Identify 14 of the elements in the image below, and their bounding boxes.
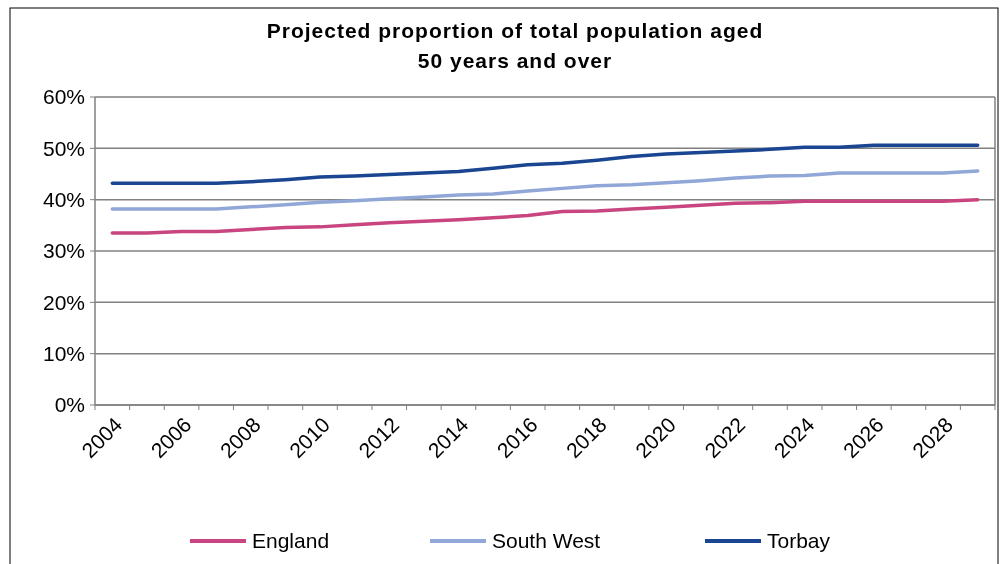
y-tick-label: 0%	[54, 393, 85, 417]
y-tick-label: 50%	[42, 136, 85, 160]
y-tick-label: 10%	[42, 342, 85, 366]
legend-label: England	[252, 529, 330, 553]
y-tick-label: 60%	[42, 85, 85, 109]
legend-label: Torbay	[767, 529, 831, 553]
legend-label: South West	[492, 529, 601, 553]
chart-title: Projected proportion of total population aged 50 years and over	[266, 19, 764, 72]
y-tick-label: 20%	[42, 290, 85, 314]
line-series	[110, 169, 980, 211]
y-tick-label: 30%	[42, 239, 85, 263]
line-series	[110, 197, 980, 235]
y-tick-label: 40%	[42, 188, 85, 212]
line-series	[110, 143, 980, 185]
